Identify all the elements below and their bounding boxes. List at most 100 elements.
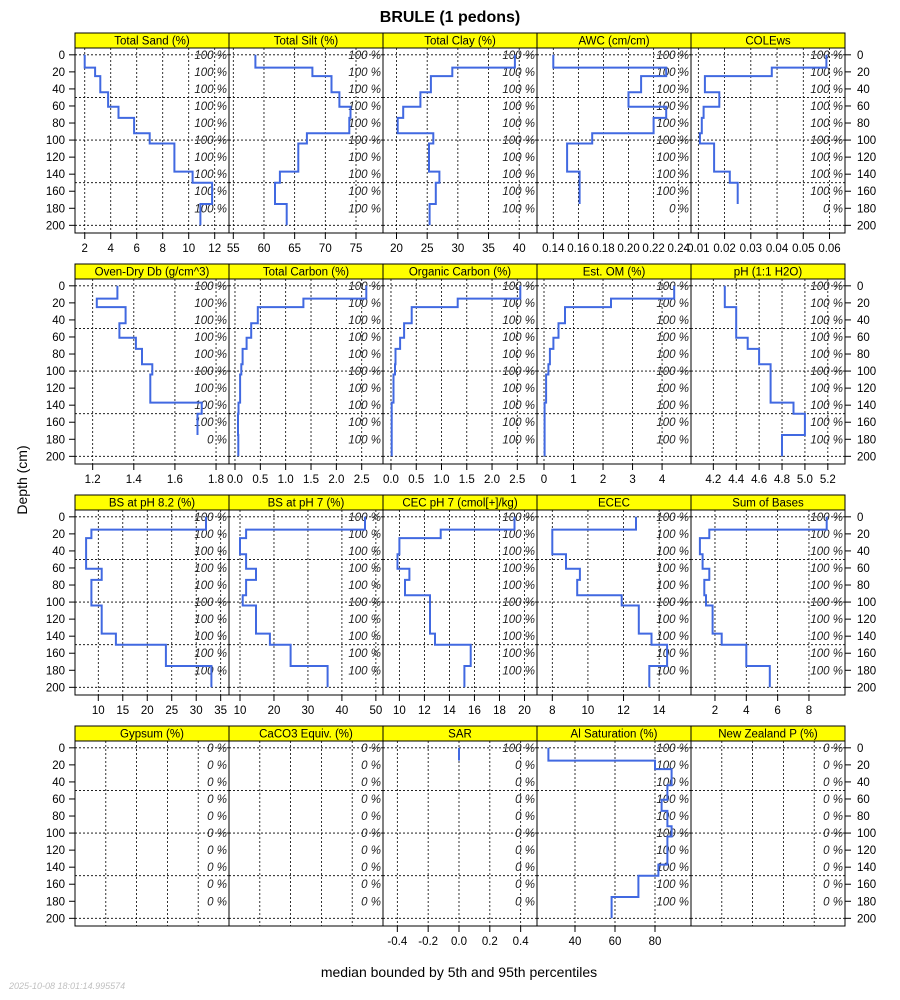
data-completeness-label: 0 %	[515, 828, 535, 840]
y-tick-label: 40	[857, 546, 870, 558]
data-completeness-label: 0 %	[515, 777, 535, 789]
y-tick-label: 60	[857, 332, 870, 344]
x-tick-label: 2	[712, 705, 718, 717]
y-tick-label: 100	[857, 828, 876, 840]
y-tick-label: 60	[52, 332, 65, 344]
y-tick-label: 80	[857, 118, 870, 130]
panel-title: Total Clay (%)	[424, 36, 496, 48]
data-completeness-label: 0 %	[515, 862, 535, 874]
y-tick-label: 100	[857, 366, 876, 378]
median-profile-line	[254, 54, 352, 226]
panel-18: Al Saturation (%) 40 60 80 100 % 100 % 100 % 10…	[536, 725, 692, 948]
y-tick-label: 200	[46, 451, 65, 463]
data-completeness-label: 0 %	[207, 760, 227, 772]
x-tick-label: 0.5	[252, 474, 268, 486]
data-completeness-label: 100 %	[502, 169, 535, 181]
y-tick-label: 120	[46, 383, 65, 395]
data-completeness-label: 100 %	[502, 665, 535, 677]
y-tick-label: 20	[52, 529, 65, 541]
data-completeness-label: 0 %	[823, 862, 843, 874]
y-tick-label: 140	[46, 169, 65, 181]
data-completeness-label: 100 %	[502, 512, 535, 524]
y-tick-label: 80	[857, 349, 870, 361]
panel-title: Oven-Dry Db (g/cm^3)	[95, 267, 210, 279]
y-tick-label: 160	[46, 648, 65, 660]
data-completeness-label: 100 %	[656, 845, 689, 857]
x-tick-label: 10	[234, 705, 247, 717]
x-tick-label: 0.14	[542, 243, 565, 255]
x-tick-label: 18	[493, 705, 506, 717]
y-tick-label: 20	[52, 298, 65, 310]
data-completeness-label: 100 %	[656, 512, 689, 524]
y-tick-label: 180	[857, 665, 876, 677]
y-tick-label: 160	[46, 417, 65, 429]
x-tick-label: 0.04	[766, 243, 789, 255]
data-completeness-label: 0 %	[207, 862, 227, 874]
data-completeness-label: 100 %	[656, 332, 689, 344]
data-completeness-label: 0 %	[207, 434, 227, 446]
x-tick-label: 40	[513, 243, 526, 255]
data-completeness-label: 100 %	[502, 101, 535, 113]
data-completeness-label: 100 %	[656, 50, 689, 62]
data-completeness-label: 100 %	[502, 743, 535, 755]
data-completeness-label: 100 %	[810, 648, 843, 660]
data-completeness-label: 100 %	[810, 546, 843, 558]
median-profile-line	[390, 285, 522, 457]
data-completeness-label: 0 %	[515, 794, 535, 806]
data-completeness-label: 100 %	[502, 434, 535, 446]
y-tick-label: 160	[46, 879, 65, 891]
y-tick-label: 0	[857, 743, 863, 755]
data-completeness-label: 100 %	[502, 648, 535, 660]
y-tick-label: 120	[46, 614, 65, 626]
data-completeness-label: 100 %	[194, 169, 227, 181]
y-tick-label: 80	[52, 811, 65, 823]
data-completeness-label: 100 %	[194, 152, 227, 164]
y-tick-label: 40	[52, 546, 65, 558]
x-tick-label: 6	[134, 243, 140, 255]
median-profile-line	[83, 54, 214, 226]
data-completeness-label: 100 %	[348, 152, 381, 164]
x-tick-label: 25	[421, 243, 434, 255]
y-tick-label: 40	[52, 84, 65, 96]
x-tick-label: 2	[600, 474, 606, 486]
data-completeness-label: 100 %	[194, 512, 227, 524]
panel-14: Sum of Bases 2 4 6 8 100 % 100 % 100 % 100 % 100 …	[690, 494, 876, 717]
data-completeness-label: 100 %	[656, 794, 689, 806]
data-completeness-label: 100 %	[348, 67, 381, 79]
panel-7: Organic Carbon (%) 0.0 0.5 1.0 1.5 2.0 2.5 100 …	[382, 263, 538, 486]
panel-title: Gypsum (%)	[120, 729, 184, 741]
data-completeness-label: 100 %	[194, 298, 227, 310]
x-axis-label: median bounded by 5th and 95th percentil…	[321, 964, 597, 980]
x-tick-label: 4.2	[705, 474, 721, 486]
panel-title: Total Silt (%)	[274, 36, 339, 48]
y-tick-label: 40	[857, 315, 870, 327]
x-tick-label: 60	[258, 243, 271, 255]
y-tick-label: 20	[52, 760, 65, 772]
y-tick-label: 40	[857, 777, 870, 789]
data-completeness-label: 100 %	[502, 580, 535, 592]
y-tick-label: 100	[857, 135, 876, 147]
data-completeness-label: 100 %	[502, 563, 535, 575]
data-completeness-label: 100 %	[656, 580, 689, 592]
x-tick-label: 5.2	[820, 474, 836, 486]
data-completeness-label: 100 %	[656, 879, 689, 891]
median-profile-line	[698, 54, 828, 204]
y-tick-label: 60	[857, 794, 870, 806]
data-completeness-label: 100 %	[656, 434, 689, 446]
data-completeness-label: 100 %	[656, 298, 689, 310]
y-tick-label: 140	[857, 862, 876, 874]
panel-border	[74, 740, 230, 927]
data-completeness-label: 100 %	[348, 383, 381, 395]
data-completeness-label: 100 %	[656, 84, 689, 96]
data-completeness-label: 100 %	[502, 631, 535, 643]
x-tick-label: -0.2	[418, 936, 438, 948]
data-completeness-label: 100 %	[502, 50, 535, 62]
panel-title: pH (1:1 H2O)	[734, 267, 803, 279]
panel-10: BS at pH 8.2 (%) 10 15 20 25 30 35 100 % 100 % 10…	[46, 494, 230, 717]
panel-border	[690, 740, 846, 927]
y-tick-label: 60	[52, 794, 65, 806]
data-completeness-label: 100 %	[810, 563, 843, 575]
y-tick-label: 160	[857, 879, 876, 891]
data-completeness-label: 100 %	[502, 67, 535, 79]
x-tick-label: 65	[288, 243, 301, 255]
